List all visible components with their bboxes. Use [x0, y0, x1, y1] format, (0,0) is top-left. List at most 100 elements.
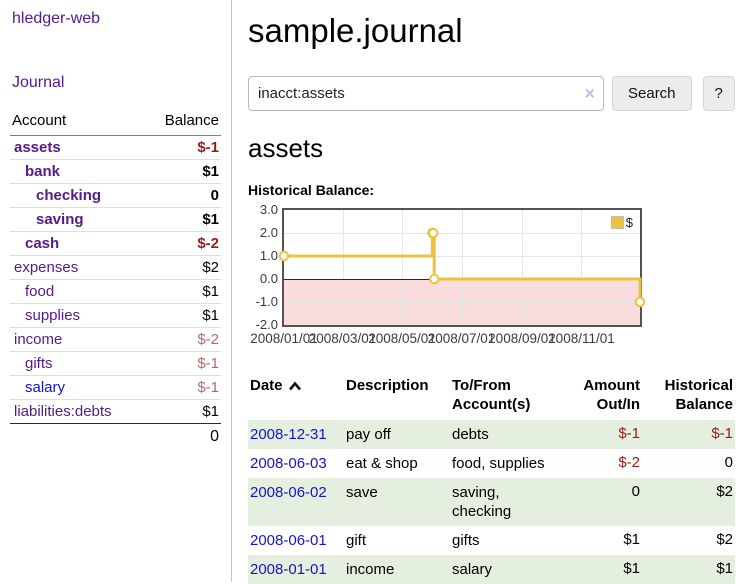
column-header-balance: Historical Balance: [664, 377, 733, 413]
account-balance: $-1: [197, 355, 219, 372]
column-header-accounts: To/From Account(s): [452, 377, 531, 413]
page-title: sample.journal: [248, 12, 463, 49]
account-heading: assets: [248, 133, 324, 163]
account-link-liabilities-debts[interactable]: liabilities:debts: [14, 403, 112, 420]
account-row: income $-2: [10, 328, 221, 352]
y-axis-tick-label: 2.0: [259, 225, 278, 240]
date-header-label: Date: [250, 377, 283, 394]
account-link-expenses[interactable]: expenses: [14, 259, 79, 276]
accounts-cell: saving, checking: [450, 478, 562, 526]
accounts-list: assets $-1 bank $1 checking 0 saving $1 cash $-2 e…: [10, 136, 221, 423]
amount-cell: $-2: [618, 454, 640, 471]
search-input[interactable]: [248, 76, 604, 111]
account-balance: $-2: [197, 331, 219, 348]
description-cell: pay off: [344, 420, 450, 449]
account-link-salary[interactable]: salary: [25, 379, 66, 396]
data-point-marker: [634, 296, 646, 308]
balance-series-line: [278, 227, 646, 308]
main-content: sample.journal × Search ? assets Histori…: [232, 0, 742, 584]
description-cell: gift: [346, 532, 367, 549]
chart-title: Historical Balance:: [248, 182, 375, 198]
accounts-table: Account Balance assets $-1 bank $1 checking 0…: [10, 109, 221, 450]
account-balance: $1: [202, 211, 219, 228]
balance-column-header: Balance: [164, 112, 219, 129]
account-link-income[interactable]: income: [14, 331, 63, 348]
description-cell: eat & shop: [346, 455, 418, 472]
account-link-bank[interactable]: bank: [25, 163, 61, 180]
account-row: expenses $2: [10, 256, 221, 280]
accounts-cell: debts: [450, 420, 562, 449]
y-axis-tick-label: -1.0: [255, 294, 278, 309]
transaction-row: 2008-06-01 gift gifts $1 $2: [248, 526, 735, 555]
account-row: gifts $-1: [10, 352, 221, 376]
y-axis-tick-label: -2.0: [255, 317, 278, 332]
chart-legend: $: [608, 214, 635, 231]
search-button[interactable]: Search: [612, 76, 692, 111]
accounts-table-header: Account Balance: [10, 109, 221, 136]
account-balance: $1: [202, 403, 219, 420]
transaction-date-link[interactable]: 2008-01-01: [250, 561, 327, 578]
date-cell: 2008-06-01: [248, 526, 344, 555]
register-table: Date Description To/From Account(s) Amou…: [248, 372, 735, 584]
sidebar: hledger-web Journal Account Balance asse…: [0, 0, 232, 582]
account-row: salary $-1: [10, 376, 221, 400]
x-axis-tick-label: 2008/01/01: [250, 331, 318, 346]
search-form: × Search ?: [248, 76, 736, 111]
account-balance: $1: [202, 283, 219, 300]
app-title-link[interactable]: hledger-web: [12, 10, 101, 27]
date-cell: 2008-12-31: [248, 420, 344, 449]
data-point-marker: [428, 227, 439, 239]
transaction-date-link[interactable]: 2008-06-01: [250, 532, 327, 549]
account-balance: 0: [210, 187, 219, 204]
transaction-row: 2008-06-02 save saving, checking 0 $2: [248, 478, 735, 526]
account-balance: $-2: [197, 235, 219, 252]
account-link-food[interactable]: food: [25, 283, 55, 300]
amount-cell: $-1: [562, 420, 642, 449]
x-axis-tick-label: 2008/11/01: [548, 331, 615, 346]
x-gridline: [521, 210, 523, 325]
account-row: liabilities:debts $1: [10, 400, 221, 423]
accounts-cell: gifts: [452, 532, 480, 549]
y-axis-tick-label: 1.0: [259, 248, 278, 263]
account-link-assets[interactable]: assets: [14, 139, 61, 156]
x-axis-tick-label: 2008/03/01: [308, 331, 377, 346]
account-balance: $-1: [197, 139, 219, 156]
transaction-date-link[interactable]: 2008-06-03: [250, 455, 327, 472]
y-axis-tick-label: 3.0: [259, 202, 278, 217]
account-row: checking 0: [10, 184, 221, 208]
accounts-cell: salary: [450, 555, 562, 584]
legend-label: $: [625, 215, 633, 230]
help-button[interactable]: ?: [702, 76, 735, 111]
transaction-row: 2008-12-31 pay off debts $-1 $-1: [248, 420, 735, 449]
description-cell: income: [344, 555, 450, 584]
x-axis-tick-label: 2008/09/01: [488, 331, 556, 346]
clear-search-icon[interactable]: ×: [584, 82, 595, 103]
accounts-cell: food, supplies: [452, 455, 545, 472]
account-link-checking[interactable]: checking: [36, 187, 102, 204]
sidebar-item-journal[interactable]: Journal: [12, 74, 65, 91]
transaction-date-link[interactable]: 2008-12-31: [250, 426, 327, 443]
transaction-date-link[interactable]: 2008-06-02: [250, 484, 327, 501]
account-row: saving $1: [10, 208, 221, 232]
column-header-date[interactable]: Date: [248, 372, 344, 420]
account-balance: $1: [202, 163, 219, 180]
x-gridline: [461, 210, 463, 325]
account-link-supplies[interactable]: supplies: [25, 307, 81, 324]
x-gridline: [402, 210, 404, 325]
accounts-total: 0: [10, 423, 221, 450]
date-cell: 2008-06-02: [248, 478, 344, 526]
account-link-saving[interactable]: saving: [36, 211, 84, 228]
account-column-header: Account: [12, 112, 67, 129]
x-gridline: [342, 210, 344, 325]
account-link-cash[interactable]: cash: [25, 235, 60, 252]
account-row: cash $-2: [10, 232, 221, 256]
column-header-amount: Amount Out/In: [583, 377, 640, 413]
balance-cell: $-1: [642, 420, 735, 449]
account-link-gifts[interactable]: gifts: [25, 355, 53, 372]
historical-balance-chart: 3.0 2.0 1.0 0.0 -1.0 -2.0 2008/01/01 2008/03/01…: [248, 202, 736, 358]
x-axis-tick-label: 2008/05/01: [368, 331, 436, 346]
balance-cell: $2: [642, 478, 735, 526]
date-cell: 2008-01-01: [248, 555, 344, 584]
account-row: assets $-1: [10, 136, 221, 160]
